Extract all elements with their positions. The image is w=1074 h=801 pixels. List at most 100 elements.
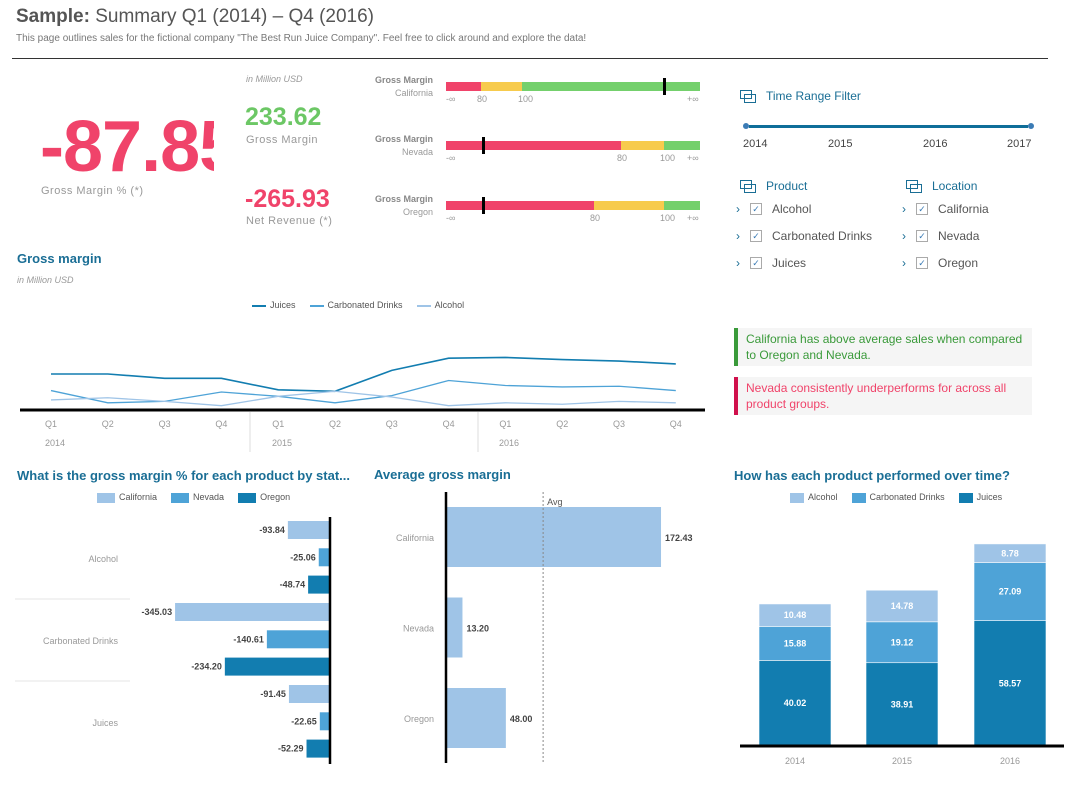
- hbar-chart[interactable]: Alcohol -93.84 -25.06 -48.74 Carbonated Drin…: [0, 510, 360, 770]
- bar-nevada-alcohol[interactable]: [318, 548, 330, 567]
- legend-item-california[interactable]: California: [97, 492, 157, 503]
- band-poor: [446, 141, 621, 150]
- slider-track: [749, 124, 1028, 128]
- checkbox-checked[interactable]: ✓: [916, 256, 928, 269]
- stack-segment-carbonated-drinks[interactable]: [865, 621, 939, 664]
- stack-segment-alcohol[interactable]: [758, 603, 832, 627]
- bar-california[interactable]: [446, 507, 662, 567]
- bullet-marker: [663, 78, 666, 95]
- filter-item[interactable]: › ✓ Carbonated Drinks: [736, 222, 872, 249]
- bullet-marker: [482, 137, 485, 154]
- bullet-chart[interactable]: -∞ 80 100 +∞: [446, 197, 700, 223]
- filter-item[interactable]: › ✓ Juices: [736, 249, 872, 276]
- slider-handle-start[interactable]: [743, 123, 749, 129]
- filter-item-label: Carbonated Drinks: [772, 228, 873, 243]
- checkbox-checked[interactable]: ✓: [750, 256, 762, 269]
- time-range-filter-header[interactable]: Time Range Filter: [740, 89, 861, 103]
- bar-nevada-carbonated-drinks[interactable]: [266, 630, 330, 649]
- legend-item-oregon[interactable]: Oregon: [238, 492, 290, 503]
- slider-handle-end[interactable]: [1028, 123, 1034, 129]
- band-ok: [594, 201, 664, 210]
- bullet-tick: -∞: [446, 94, 456, 104]
- bullet-label: Gross Margin Oregon: [374, 194, 433, 217]
- bar-california-juices[interactable]: [288, 685, 330, 703]
- bar-nevada[interactable]: [446, 597, 463, 658]
- year-label: 2015: [828, 138, 853, 150]
- bar-oregon-juices[interactable]: [306, 739, 330, 758]
- band-good: [522, 82, 700, 91]
- kpi-unit: in Million USD: [246, 74, 303, 84]
- filter-item[interactable]: › ✓ Oregon: [902, 249, 989, 276]
- stack-segment-alcohol[interactable]: [973, 543, 1047, 563]
- kpi-net-revenue-label: Net Revenue (*): [246, 215, 333, 227]
- legend-item-juices[interactable]: Juices: [252, 300, 296, 310]
- filter-item[interactable]: › ✓ Nevada: [902, 222, 989, 249]
- product-filter-header[interactable]: Product: [740, 179, 807, 193]
- band-good: [664, 201, 700, 210]
- bar-oregon-carbonated-drinks[interactable]: [224, 657, 330, 676]
- chevron-right-icon[interactable]: ›: [736, 228, 740, 243]
- legend-item-nevada[interactable]: Nevada: [171, 492, 224, 503]
- band-poor: [446, 82, 481, 91]
- stacked-chart-title: How has each product performed over time…: [734, 468, 1010, 483]
- chevron-right-icon[interactable]: ›: [736, 201, 740, 216]
- band-ok: [481, 82, 522, 91]
- line-series-juices[interactable]: [51, 356, 676, 393]
- location-filter-header[interactable]: Location: [906, 179, 977, 193]
- checkbox-checked[interactable]: ✓: [750, 229, 762, 242]
- bar-california-alcohol[interactable]: [287, 521, 330, 539]
- bullet-tick: 80: [617, 153, 628, 163]
- legend-item-carbonated[interactable]: Carbonated Drinks: [309, 300, 403, 310]
- bar-california-carbonated-drinks[interactable]: [175, 603, 330, 621]
- checkbox-checked[interactable]: ✓: [916, 229, 928, 242]
- band-good: [664, 141, 700, 150]
- chevron-right-icon[interactable]: ›: [902, 201, 906, 216]
- avg-label: Avg: [547, 497, 562, 507]
- checkbox-checked[interactable]: ✓: [916, 202, 928, 215]
- bullet-chart[interactable]: -∞ 80 100 +∞: [446, 137, 700, 163]
- line-chart[interactable]: Q1 Q2 Q3 Q4 Q1 Q2 Q3 Q4 Q1 Q2 Q3 Q4 2014 2015 2016: [0, 310, 720, 455]
- band-ok: [621, 141, 664, 150]
- legend-item-alcohol[interactable]: Alcohol: [790, 492, 838, 503]
- filter-item-label: Alcohol: [772, 201, 812, 216]
- stack-segment-juices[interactable]: [758, 660, 832, 747]
- x-tick-label: Q3: [159, 419, 171, 429]
- chevron-right-icon[interactable]: ›: [902, 255, 906, 270]
- bullet-chart[interactable]: -∞ 80 100 +∞: [446, 78, 700, 104]
- bar-value-label: 13.20: [466, 624, 489, 634]
- kpi-gross-margin-pct: -87.85: [40, 107, 214, 187]
- x-tick-label: Q3: [386, 419, 398, 429]
- checkbox-checked[interactable]: ✓: [750, 202, 762, 215]
- stack-segment-juices[interactable]: [973, 620, 1047, 747]
- stack-segment-alcohol[interactable]: [865, 589, 939, 623]
- bar-nevada-juices[interactable]: [319, 712, 330, 731]
- legend-item-carbonated[interactable]: Carbonated Drinks: [851, 492, 945, 503]
- bar-value-label: -25.06: [290, 552, 316, 562]
- callout-nevada: Nevada consistently underperforms for ac…: [734, 377, 1032, 415]
- bullet-tick: -∞: [446, 153, 456, 163]
- legend-item-juices[interactable]: Juices: [958, 492, 1002, 503]
- filter-item[interactable]: › ✓ Alcohol: [736, 195, 872, 222]
- divider: [12, 58, 1048, 59]
- line-series-carbonated-drinks[interactable]: [50, 379, 676, 404]
- bullet-label: Gross Margin California: [374, 75, 433, 98]
- stacked-chart-legend: Alcohol Carbonated Drinks Juices: [790, 492, 1002, 503]
- bullet-label: Gross Margin Nevada: [374, 134, 433, 157]
- bar-value-label: -93.84: [259, 525, 285, 535]
- legend-item-alcohol[interactable]: Alcohol: [416, 300, 464, 310]
- bar-oregon-alcohol[interactable]: [308, 575, 330, 594]
- stack-segment-carbonated-drinks[interactable]: [973, 562, 1047, 621]
- chevron-right-icon[interactable]: ›: [736, 255, 740, 270]
- avg-chart[interactable]: California 172.43 Nevada 13.20 Oregon 48.00 Av…: [360, 488, 720, 768]
- stacked-chart[interactable]: 40.02 15.88 10.48 2014 38.91 19.12 14.78 2015 58…: [720, 510, 1074, 775]
- filter-item[interactable]: › ✓ California: [902, 195, 989, 222]
- line-series-alcohol[interactable]: [50, 390, 676, 407]
- time-range-slider[interactable]: [743, 123, 1035, 129]
- chevron-right-icon[interactable]: ›: [902, 228, 906, 243]
- x-tick-label: Q2: [556, 419, 568, 429]
- avg-chart-title: Average gross margin: [374, 467, 511, 482]
- bar-oregon[interactable]: [446, 688, 506, 748]
- bar-value-label: 48.00: [510, 714, 533, 724]
- bullet-tick: 100: [660, 153, 676, 163]
- x-tick-label: Q4: [670, 419, 682, 429]
